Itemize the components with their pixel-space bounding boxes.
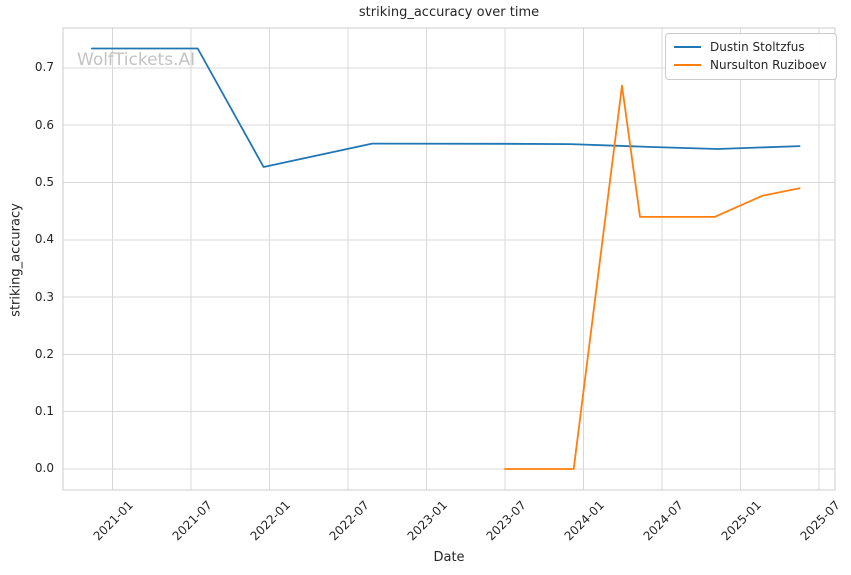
legend-item-nursulton-ruziboev: Nursulton Ruziboev: [674, 56, 827, 74]
legend-line-swatch-orange: [674, 64, 701, 66]
y-tick-label: 0.7: [34, 60, 54, 75]
x-axis-label: Date: [433, 550, 465, 565]
legend-item-dustin-stoltzfus: Dustin Stoltzfus: [674, 38, 827, 56]
series-line-nursulton-ruziboev: [503, 84, 801, 470]
plot-border: [62, 27, 836, 491]
chart-title: striking_accuracy over time: [358, 5, 540, 20]
watermark: WolfTickets.AI: [77, 50, 196, 70]
legend-line-swatch-blue: [674, 46, 701, 48]
series-line-dustin-stoltzfus: [90, 47, 801, 168]
y-tick-label: 0.3: [34, 289, 54, 304]
y-tick-label: 0.0: [34, 461, 54, 476]
legend-label: Nursulton Ruziboev: [710, 58, 827, 72]
y-tick-label: 0.5: [34, 175, 54, 190]
y-tick-label: 0.6: [34, 117, 54, 132]
y-tick-label: 0.4: [34, 232, 54, 247]
y-tick-label: 0.2: [34, 346, 54, 361]
legend-label: Dustin Stoltzfus: [710, 40, 805, 54]
legend: Dustin Stoltzfus Nursulton Ruziboev: [665, 33, 837, 80]
y-tick-label: 0.1: [34, 404, 54, 419]
